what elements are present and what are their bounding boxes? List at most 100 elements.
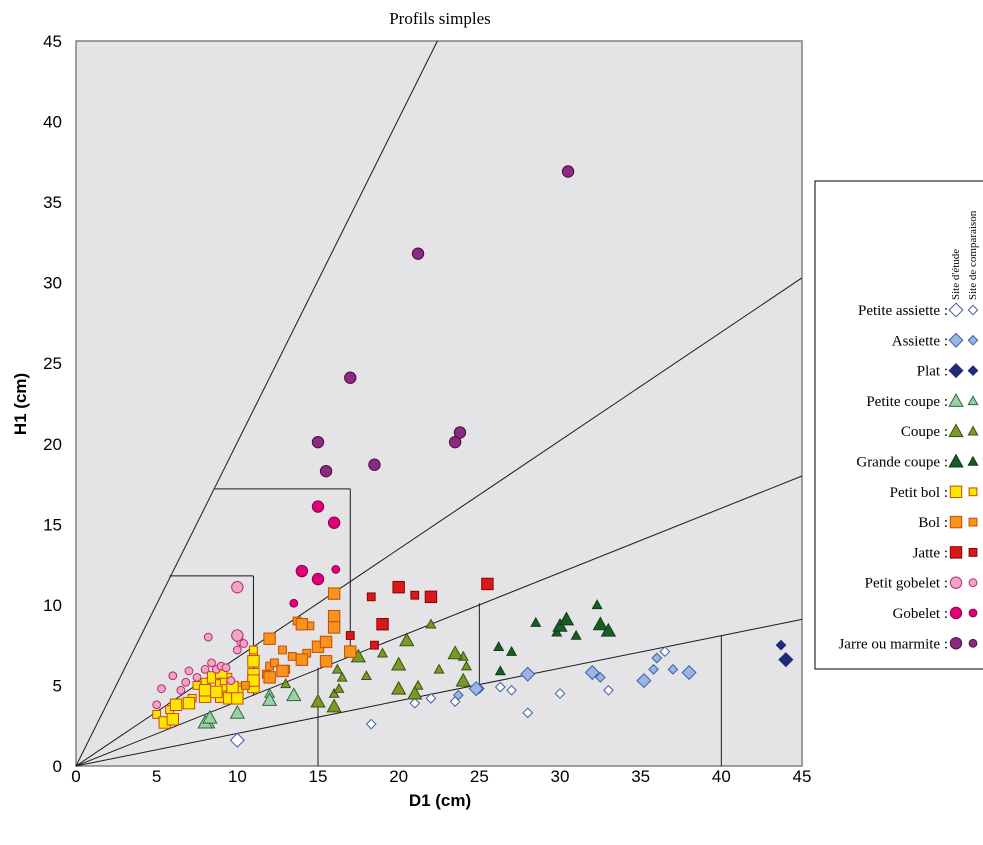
point-petit-gobelet-study-0	[231, 580, 244, 594]
point-bol-study-10	[263, 671, 276, 684]
point-grande-coupe-study-3	[600, 622, 617, 637]
reference-line-0	[75, 40, 438, 767]
point-coupe-study-7	[390, 656, 407, 671]
y-tick-label-9: 45	[43, 32, 62, 51]
point-petit-gobelet-comparison-3	[176, 685, 186, 695]
point-petite-coupe-study-4	[286, 687, 302, 702]
legend-entry-petite-coupe: Petite coupe :	[866, 393, 979, 410]
point-grande-coupe-comparison-3	[530, 616, 542, 627]
point-bol-study-8	[327, 587, 341, 600]
legend-label: Assiette :	[892, 333, 948, 349]
x-tick-label-4: 20	[389, 767, 408, 786]
point-petite-assiette-comparison-7	[522, 707, 534, 719]
y-axis-label: H1 (cm)	[11, 373, 30, 435]
legend: Site d'étude Site de comparaison Petite …	[814, 180, 983, 670]
x-tick-labels: 0 5 10 15 20 25 30 35 40 45	[71, 767, 811, 786]
legend-entry-gobelet: Gobelet :	[893, 606, 978, 622]
legend-marker-comparison	[968, 548, 978, 557]
legend-entry-grande-coupe: Grande coupe :	[856, 453, 979, 471]
legend-label: Petite assiette :	[858, 303, 948, 319]
legend-marker-study	[948, 332, 964, 348]
point-petit-bol-study-2	[169, 698, 183, 711]
point-grande-coupe-comparison-1	[494, 665, 506, 676]
point-gobelet-study-3	[327, 516, 341, 529]
legend-marker-study	[949, 546, 963, 559]
point-jarre-ou-marmite-study-2	[344, 371, 357, 384]
point-jatte-comparison-3	[410, 590, 420, 600]
point-petite-assiette-study-0	[229, 732, 245, 748]
point-gobelet-comparison-1	[331, 565, 341, 574]
point-petite-coupe-study-1	[202, 709, 218, 724]
point-bol-study-7	[327, 621, 341, 634]
point-grande-coupe-comparison-2	[506, 645, 518, 656]
point-petite-assiette-comparison-1	[409, 697, 421, 709]
data-points	[152, 165, 794, 748]
legend-marker-comparison	[967, 334, 979, 346]
point-grande-coupe-study-2	[592, 616, 609, 631]
point-coupe-study-5	[407, 685, 423, 700]
point-petite-coupe-study-3	[261, 692, 278, 706]
x-tick-label-7: 35	[631, 767, 650, 786]
point-bol-study-5	[319, 635, 333, 649]
point-petit-gobelet-study-1	[231, 629, 244, 642]
point-petit-gobelet-comparison-9	[207, 658, 216, 668]
point-bol-study-4	[319, 655, 333, 668]
point-petit-bol-study-19	[247, 674, 260, 687]
point-petit-gobelet-comparison-14	[232, 645, 242, 655]
point-bol-comparison-0	[241, 681, 250, 690]
point-coupe-comparison-3	[336, 671, 348, 682]
point-coupe-comparison-7	[425, 618, 437, 629]
x-tick-label-3: 15	[309, 767, 328, 786]
point-petite-assiette-comparison-2	[425, 692, 437, 704]
legend-label: Petite coupe :	[866, 394, 948, 410]
point-petit-gobelet-comparison-7	[200, 664, 210, 674]
legend-marker-study	[948, 363, 964, 379]
point-petit-gobelet-comparison-8	[203, 632, 213, 642]
point-petit-gobelet-comparison-16	[239, 639, 249, 648]
legend-header-study: Site d'étude	[950, 249, 962, 300]
point-coupe-comparison-5	[377, 647, 389, 658]
point-grande-coupe-comparison-6	[591, 599, 603, 610]
legend-label: Gobelet :	[893, 606, 948, 622]
point-petit-gobelet-comparison-6	[192, 672, 202, 682]
y-tick-label-7: 35	[43, 193, 62, 212]
reference-line-2	[75, 475, 803, 767]
legend-marker-study	[948, 453, 964, 468]
y-tick-label-5: 25	[43, 354, 62, 373]
point-bol-comparison-6	[287, 652, 297, 661]
point-gobelet-study-2	[311, 500, 325, 513]
legend-marker-comparison	[968, 638, 978, 648]
legend-entry-petit-bol: Petit bol :	[890, 485, 978, 501]
legend-marker-study	[949, 515, 963, 529]
point-petit-bol-study-15	[247, 655, 260, 668]
point-bol-study-6	[327, 609, 341, 623]
point-assiette-study-2	[584, 665, 600, 681]
x-tick-label-5: 25	[470, 767, 489, 786]
point-grande-coupe-comparison-0	[493, 641, 505, 652]
point-petit-bol-comparison-8	[249, 645, 258, 655]
point-gobelet-study-0	[295, 564, 309, 578]
point-coupe-comparison-10	[460, 660, 472, 671]
legend-marker-study	[948, 393, 964, 407]
legend-marker-study	[949, 637, 963, 650]
point-coupe-comparison-8	[433, 663, 445, 674]
point-assiette-comparison-3	[651, 652, 663, 664]
legend-marker-study	[949, 485, 963, 499]
legend-entry-plat: Plat :	[917, 363, 979, 380]
point-grande-coupe-study-1	[558, 611, 575, 626]
point-coupe-comparison-4	[360, 670, 372, 681]
point-coupe-study-6	[455, 672, 471, 687]
point-jatte-study-3	[481, 577, 494, 591]
legend-label: Grande coupe :	[856, 455, 948, 471]
point-jarre-ou-marmite-study-7	[561, 165, 575, 178]
legend-marker-study	[949, 606, 963, 620]
point-bol-study-0	[263, 632, 276, 645]
point-coupe-study-4	[399, 632, 415, 647]
point-coupe-comparison-0	[280, 678, 292, 689]
x-tick-label-8: 40	[712, 767, 731, 786]
point-grande-coupe-comparison-5	[570, 629, 582, 640]
point-petit-bol-study-3	[182, 696, 196, 710]
point-petit-gobelet-comparison-13	[226, 676, 236, 686]
point-petit-gobelet-comparison-2	[168, 671, 178, 681]
x-tick-label-2: 10	[228, 767, 247, 786]
